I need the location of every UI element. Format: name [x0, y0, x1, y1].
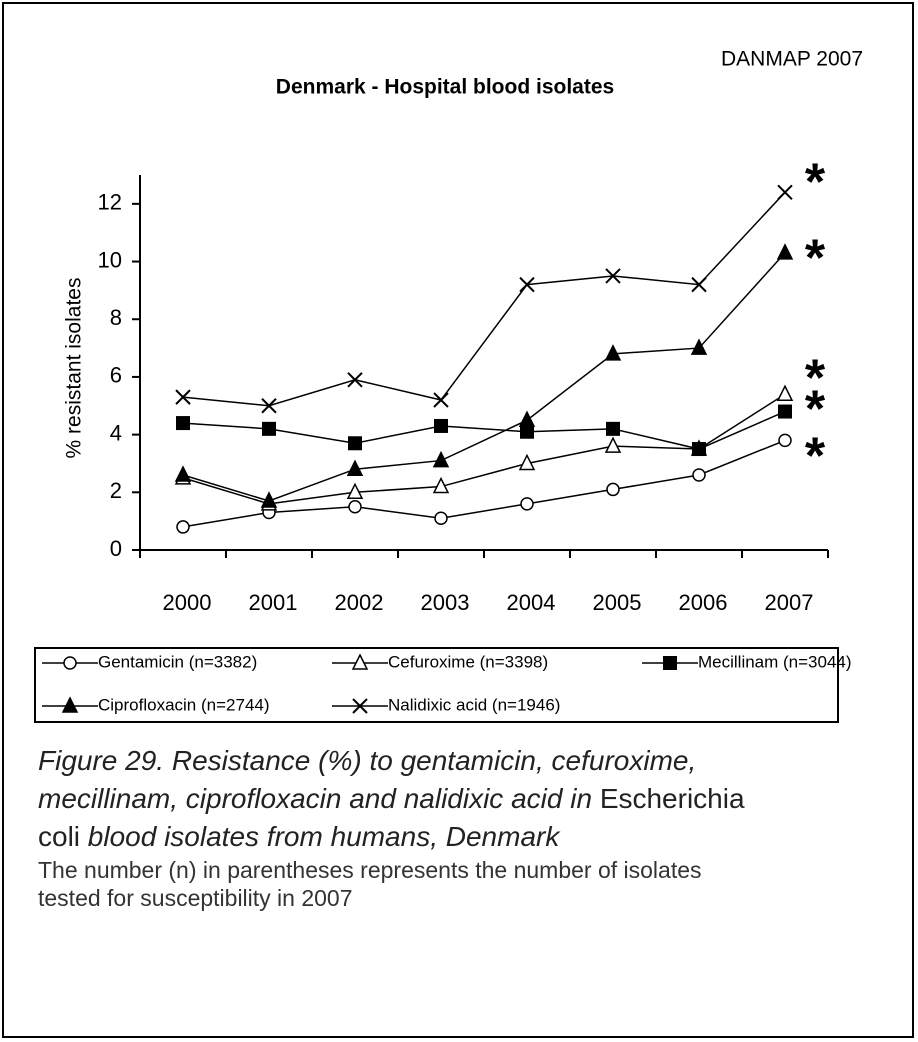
- y-axis-label: % resistant isolates: [63, 278, 86, 459]
- x-tick-label: 2001: [249, 590, 298, 615]
- marker: [605, 268, 621, 284]
- x-tick-label: 2004: [507, 590, 556, 615]
- marker: [663, 656, 677, 670]
- y-tick-label: 12: [98, 190, 122, 215]
- marker: [260, 491, 278, 508]
- marker: [692, 442, 706, 457]
- x-tick-label: 2002: [335, 590, 384, 615]
- source: DANMAP 2007: [721, 48, 863, 71]
- marker: [604, 344, 622, 361]
- marker: [352, 698, 368, 714]
- marker: [778, 404, 792, 419]
- caption-text: blood isolates from humans, Denmark: [87, 821, 560, 852]
- marker: [433, 392, 449, 408]
- marker: [432, 476, 450, 494]
- marker: [348, 499, 362, 514]
- marker: [176, 416, 190, 431]
- marker: [776, 384, 794, 401]
- y-tick-label: 6: [110, 363, 122, 388]
- marker: [777, 184, 793, 201]
- legend-label: Gentamicin (n=3382): [98, 652, 257, 671]
- marker: [518, 410, 536, 427]
- marker: [434, 511, 448, 526]
- legend-label: Ciprofloxacin (n=2744): [98, 695, 270, 714]
- y-tick-label: 0: [110, 536, 122, 561]
- x-tick-label: 2007: [765, 590, 814, 615]
- marker: [432, 450, 450, 468]
- y-tick-label: 2: [110, 478, 122, 503]
- legend-label: Mecillinam (n=3044): [698, 652, 852, 671]
- legend-box: [34, 647, 839, 723]
- y-tick-label: 10: [98, 247, 122, 272]
- marker: [174, 465, 192, 482]
- marker: [347, 372, 363, 388]
- x-tick-label: 2006: [679, 590, 728, 615]
- marker: [346, 482, 364, 500]
- caption-text: Escherichia: [599, 783, 745, 814]
- marker: [518, 453, 536, 471]
- x-tick-label: 2003: [421, 590, 470, 615]
- marker: [606, 482, 620, 497]
- marker: [351, 653, 369, 670]
- marker: [692, 468, 706, 482]
- caption-text: coli: [38, 821, 81, 852]
- caption-line: Figure 29. Resistance (%) to gentamicin,…: [38, 742, 898, 780]
- series-line: [182, 410, 786, 450]
- annotation: *: [805, 230, 826, 288]
- marker: [346, 459, 364, 476]
- marker: [348, 436, 362, 451]
- marker: [63, 656, 77, 670]
- marker: [606, 421, 620, 436]
- series-line: [182, 252, 786, 502]
- marker: [776, 243, 794, 260]
- marker: [262, 421, 276, 436]
- series-line: [182, 439, 786, 528]
- annotation: *: [805, 428, 826, 486]
- caption-text: Figure 29. Resistance (%) to gentamicin,…: [38, 745, 697, 776]
- marker: [519, 276, 535, 293]
- x-tick-label: 2005: [593, 590, 642, 615]
- y-tick-label: 8: [110, 305, 122, 330]
- note-line: The number (n) in parentheses represents…: [38, 857, 702, 883]
- series-line: [182, 393, 786, 505]
- legend-label: Nalidixic acid (n=1946): [388, 695, 560, 714]
- caption: Figure 29. Resistance (%) to gentamicin,…: [38, 742, 898, 912]
- chart-title: Denmark - Hospital blood isolates: [276, 76, 614, 99]
- marker: [520, 424, 534, 439]
- caption-line: mecillinam, ciprofloxacin and nalidixic …: [38, 780, 898, 818]
- marker: [604, 436, 622, 453]
- marker: [520, 497, 534, 511]
- caption-line: coli blood isolates from humans, Denmark: [38, 818, 898, 856]
- y-tick-label: 4: [110, 420, 122, 445]
- x-tick-label: 2000: [163, 590, 212, 615]
- marker: [261, 398, 277, 414]
- series-line: [182, 191, 786, 407]
- marker: [434, 418, 448, 433]
- marker: [691, 276, 707, 293]
- marker: [176, 520, 190, 534]
- caption-text: mecillinam, ciprofloxacin and nalidixic …: [38, 783, 593, 814]
- legend-label: Cefuroxime (n=3398): [388, 652, 548, 671]
- marker: [690, 338, 708, 355]
- marker: [61, 696, 79, 713]
- annotation: *: [805, 381, 826, 439]
- annotation: *: [805, 154, 826, 212]
- marker: [778, 433, 792, 448]
- annotation: *: [805, 350, 826, 408]
- marker: [175, 389, 191, 405]
- note-line: tested for susceptibility in 2007: [38, 885, 353, 911]
